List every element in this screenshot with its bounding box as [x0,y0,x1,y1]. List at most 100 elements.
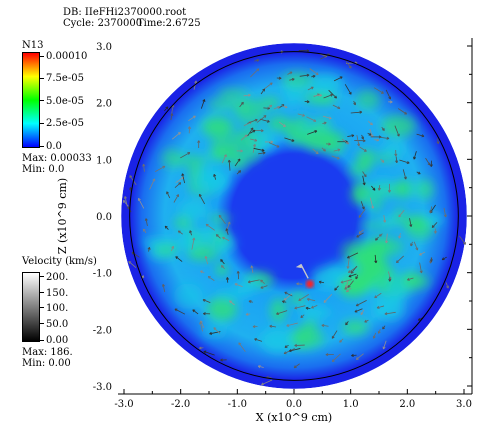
velocity-arrowhead [364,319,368,323]
velocity-arrowhead [244,134,248,138]
db-label: DB: IIeFHi2370000.root [63,7,187,18]
velocity-arrowhead [305,306,309,310]
velocity-arrowhead [213,174,217,177]
velocity-arrowhead [263,115,267,118]
velocity-arrowhead [371,205,375,209]
velocity-arrowhead [377,330,381,334]
velocity-arrow [346,287,352,293]
velocity-arrow [207,276,215,281]
n13-tick-label: 0.00010 [46,51,88,62]
n13-hotspot [305,280,314,288]
velocity-arrowhead [358,214,362,218]
n13-plume [385,278,408,301]
velocity-arrowhead [314,130,318,134]
velocity-arrowhead [269,82,273,86]
velocity-arrowhead [278,76,282,80]
velocity-arrow [362,175,365,186]
velocity-arrow [367,120,373,126]
velocity-arrow [239,102,244,108]
velocity-arrow [174,308,186,315]
velocity-arrowhead [294,343,297,347]
velocity-arrowhead [378,135,382,139]
velocity-arrow [309,68,319,76]
velocity-arrow [253,147,265,152]
velocity-arrowhead [410,243,414,247]
n13-min: Min: 0.0 [22,164,65,175]
velocity-arrowhead [429,210,433,214]
velocity-arrowhead [198,193,202,197]
velocity-arrow [258,152,266,155]
velocity-arrow [306,116,317,122]
velocity-arrow [203,350,215,356]
n13-plume [234,98,266,125]
velocity-arrowhead [415,247,419,251]
n13-plume [207,171,227,193]
velocity-arrowhead [123,196,127,199]
velocity-arrowhead [218,214,222,218]
velocity-arrow [416,133,425,137]
velocity-arrow [358,208,366,218]
velocity-arrow [322,115,332,119]
velocity-arrow [345,280,349,288]
velocity-arrowhead [266,119,270,123]
velocity-arrowhead [257,365,261,369]
n13-plume [365,238,390,256]
velocity-arrowhead [381,91,384,94]
x-tick-label: -2.0 [171,399,190,410]
velocity-arrow [273,106,280,110]
n13-plume [373,305,386,318]
velocity-arrowhead [227,159,231,163]
velocity-arrowhead [202,298,206,302]
x-tick-label: -1.0 [228,399,247,410]
velocity-arrow [362,171,367,178]
velocity-arrowhead [331,359,335,362]
velocity-arrow [312,148,319,155]
velocity-arrowhead [174,308,178,312]
n13-plume [302,128,335,151]
velocity-arrowhead [331,335,335,339]
velocity-arrowhead [344,286,348,290]
velocity-arrow [174,182,182,188]
velocity-arrowhead [328,142,331,146]
velocity-arrowhead [376,305,380,309]
velocity-arrowhead [374,260,378,264]
velocity-arrowhead [177,132,181,135]
velocity-arrow [307,86,314,91]
velocity-arrowhead [294,306,298,310]
velocity-arrow [445,282,449,289]
velocity-arrow [397,108,407,115]
velocity-arrowhead [162,165,166,169]
n13-plume [297,301,313,313]
cycle-label: Cycle: 2370000 [63,18,143,29]
velocity-arrow [344,84,352,95]
velocity-arrowhead [321,324,325,328]
y-tick-label: -2.0 [93,325,112,336]
velocity-arrow [218,214,226,224]
velocity-arrow [413,241,418,251]
velocity-arrow [340,279,353,283]
velocity-arrow [385,89,391,100]
velocity-arrowhead [300,315,304,319]
x-tick-label: 3.0 [456,399,472,410]
velocity-arrow [247,127,254,137]
velocity-arrowhead [395,160,399,164]
velocity-arrowhead [362,182,366,186]
velocity-arrowhead [387,190,391,193]
velocity-arrow [298,294,310,301]
velocity-arrow [173,194,179,203]
velocity-arrowhead [443,214,447,218]
velocity-arrowhead [353,102,356,106]
velocity-arrow [222,236,230,241]
velocity-arrow [263,82,273,90]
velocity-arrowhead [431,225,435,228]
n13-plume [370,191,383,214]
velocity-arrow [171,104,174,114]
velocity-arrowhead [375,237,378,241]
velocity-arrowhead [192,115,196,119]
velocity-arrow [282,105,288,108]
n13-max: Max: 0.00033 [22,153,92,164]
velocity-arrow [383,340,387,350]
velocity-arrowhead [122,200,126,203]
velocity-arrow [307,298,316,302]
velocity-arrowhead [256,68,260,72]
